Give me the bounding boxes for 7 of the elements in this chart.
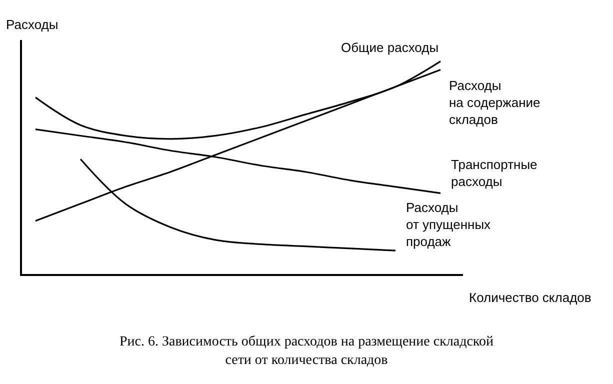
series-label: Транспортные расходы [451,157,538,189]
x-axis-title: Количество складов [469,290,592,305]
series-label: Общие расходы [341,40,439,55]
y-axis-title: Расходы [6,17,58,32]
text: Рис. 6. Зависимость общих расходов на размещение складской сети от количества складов [119,334,494,368]
series-label: Расходы на содержание складов [449,78,540,127]
series-label: Расходы от упущенных продаж [406,200,492,249]
